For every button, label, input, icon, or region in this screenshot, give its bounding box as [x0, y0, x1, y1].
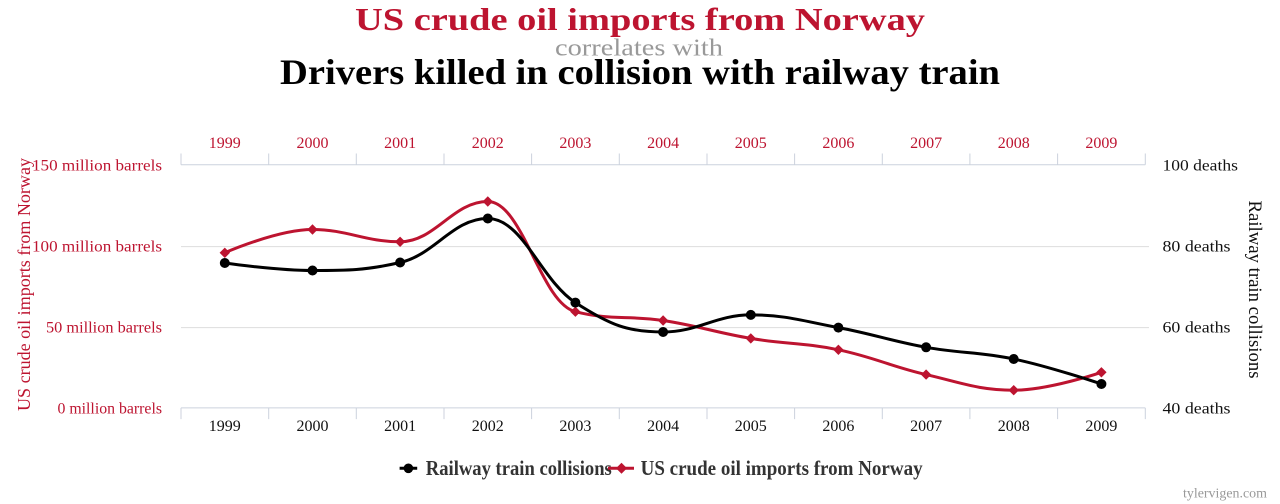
svg-text:US crude oil imports from Norw: US crude oil imports from Norway	[14, 158, 34, 411]
svg-text:100 deaths: 100 deaths	[1163, 158, 1238, 175]
svg-text:2005: 2005	[735, 418, 767, 435]
svg-text:2003: 2003	[559, 135, 591, 152]
svg-text:2004: 2004	[647, 135, 679, 152]
svg-text:1999: 1999	[209, 418, 241, 435]
svg-text:tylervigen.com: tylervigen.com	[1183, 487, 1267, 502]
svg-text:Drivers killed in collision wi: Drivers killed in collision with railway…	[280, 52, 1000, 92]
svg-text:2009: 2009	[1085, 135, 1117, 152]
svg-text:0 million barrels: 0 million barrels	[58, 401, 163, 418]
svg-text:2009: 2009	[1085, 418, 1117, 435]
svg-text:2008: 2008	[998, 418, 1030, 435]
svg-text:40 deaths: 40 deaths	[1163, 401, 1231, 418]
svg-text:correlates with: correlates with	[555, 36, 723, 62]
svg-text:2006: 2006	[822, 135, 854, 152]
svg-text:2002: 2002	[472, 418, 504, 435]
svg-text:150 million barrels: 150 million barrels	[32, 158, 162, 175]
svg-text:60 deaths: 60 deaths	[1163, 320, 1231, 337]
svg-text:2008: 2008	[998, 135, 1030, 152]
svg-text:Railway train collisions: Railway train collisions	[426, 456, 612, 480]
svg-text:2001: 2001	[384, 135, 416, 152]
svg-text:100 million barrels: 100 million barrels	[32, 239, 162, 256]
svg-text:1999: 1999	[209, 135, 241, 152]
svg-text:US crude oil imports from Norw: US crude oil imports from Norway	[641, 456, 923, 480]
svg-text:US crude oil imports from Norw: US crude oil imports from Norway	[355, 1, 925, 37]
svg-text:2006: 2006	[822, 418, 854, 435]
svg-text:80 deaths: 80 deaths	[1163, 239, 1231, 256]
svg-text:Railway train collisions: Railway train collisions	[1244, 201, 1265, 379]
svg-text:2003: 2003	[559, 418, 591, 435]
svg-text:2007: 2007	[910, 418, 942, 435]
svg-text:2005: 2005	[735, 135, 767, 152]
svg-text:2000: 2000	[297, 418, 329, 435]
svg-text:2002: 2002	[472, 135, 504, 152]
svg-text:2007: 2007	[910, 135, 942, 152]
svg-text:2004: 2004	[647, 418, 679, 435]
svg-text:2000: 2000	[297, 135, 329, 152]
svg-text:50 million barrels: 50 million barrels	[46, 320, 162, 337]
svg-text:2001: 2001	[384, 418, 416, 435]
